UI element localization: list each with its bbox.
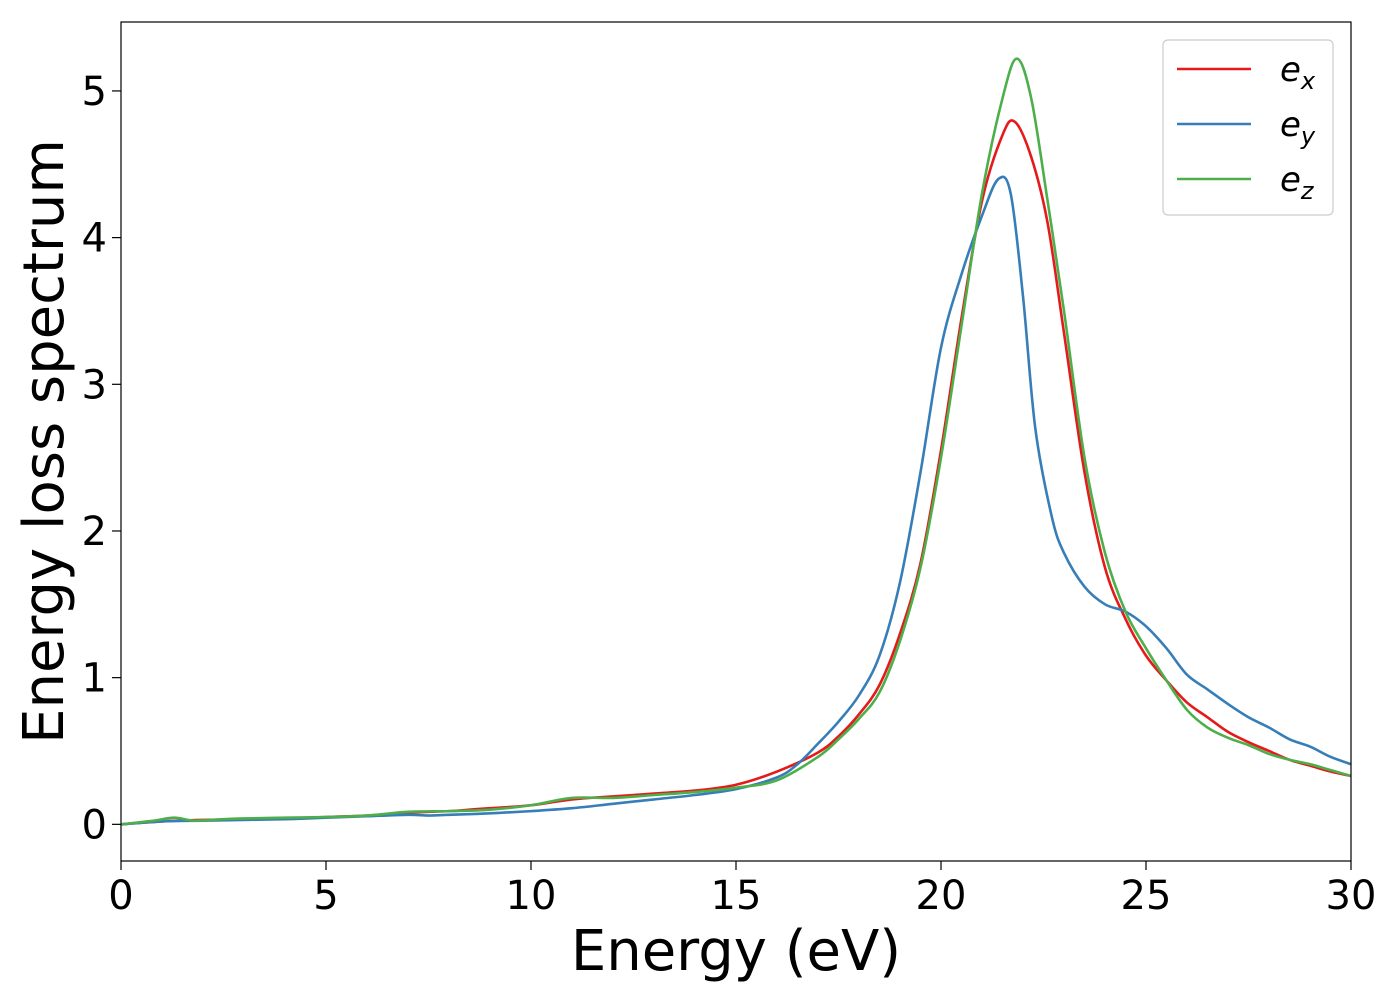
y-tick-label: 4 — [82, 216, 107, 262]
x-axis-ticks: 0 5 10 15 20 25 30 — [108, 861, 1376, 919]
y-tick-label: 0 — [82, 802, 107, 848]
y-tick-label: 1 — [82, 656, 107, 702]
x-tick-label: 10 — [506, 873, 557, 919]
legend: ex ey ez — [1162, 39, 1334, 216]
x-tick-label: 25 — [1121, 873, 1172, 919]
y-tick-label: 2 — [82, 509, 107, 555]
x-tick-label: 20 — [916, 873, 967, 919]
x-tick-label: 15 — [711, 873, 762, 919]
series-line-x — [121, 119, 1351, 826]
legend-label-x: ex — [1280, 50, 1316, 95]
legend-box — [1162, 39, 1334, 216]
x-tick-label: 0 — [108, 873, 133, 919]
axes-frame — [120, 21, 1352, 862]
y-tick-label: 5 — [82, 69, 107, 115]
legend-label-y: ey — [1280, 105, 1316, 150]
y-tick-label: 3 — [82, 362, 107, 408]
series-layer — [121, 57, 1351, 826]
x-tick-label: 30 — [1326, 873, 1377, 919]
x-tick-label: 5 — [313, 873, 338, 919]
series-line-y — [121, 175, 1351, 826]
series-line-z — [121, 57, 1351, 826]
y-axis-ticks: 0 1 2 3 4 5 — [82, 69, 121, 848]
y-axis-title: Energy loss spectrum — [12, 139, 77, 744]
legend-label-z: ez — [1280, 160, 1315, 205]
x-axis-title: Energy (eV) — [571, 919, 901, 984]
